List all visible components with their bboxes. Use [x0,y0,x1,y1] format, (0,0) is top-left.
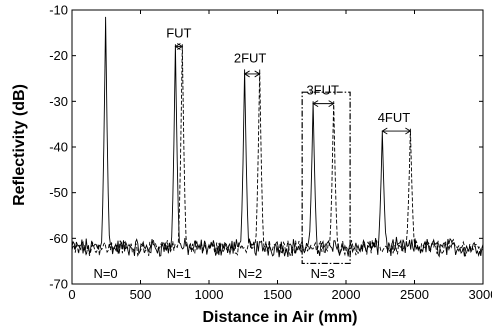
x-tick-label-3: 1500 [263,287,292,302]
y-tick-label-4: -30 [49,94,68,109]
y-tick-label-5: -20 [49,48,68,63]
order-label-n4: N=4 [382,266,406,281]
x-tick-label-4: 2000 [332,287,361,302]
order-label-n2: N=2 [238,266,262,281]
x-tick-label-0: 0 [68,287,75,302]
order-label-n0: N=0 [93,266,117,281]
order-label-n3: N=3 [311,266,335,281]
y-axis-label: Reflectivity (dB) [11,84,28,206]
fut-annotation-3: 4FUT [378,110,411,125]
fut-annotation-2: 3FUT [306,82,339,97]
y-tick-label-3: -40 [49,140,68,155]
x-tick-label-2: 1000 [195,287,224,302]
x-tick-label-6: 3000 [469,287,492,302]
axes: 0 500 1000 1500 2000 2500 3000 -70 -60 -50 -40 -30 -… [49,3,492,303]
fut-annotation-0: FUT [166,25,191,40]
plot-area: FUT 2FUT 3FUT 4FUT N=0 N=1 N=2 N=3 N=4 [72,17,483,281]
series-line-dashed [72,44,483,256]
x-tick-label-1: 500 [130,287,152,302]
y-tick-label-2: -50 [49,185,68,200]
x-tick-label-5: 2500 [400,287,429,302]
y-tick-label-1: -60 [49,231,68,246]
series-line-solid [72,17,483,257]
x-axis-label: Distance in Air (mm) [203,309,358,326]
y-tick-label-0: -70 [49,277,68,292]
y-tick-label-6: -10 [49,3,68,18]
order-label-n1: N=1 [167,266,191,281]
fut-annotation-1: 2FUT [234,51,267,66]
